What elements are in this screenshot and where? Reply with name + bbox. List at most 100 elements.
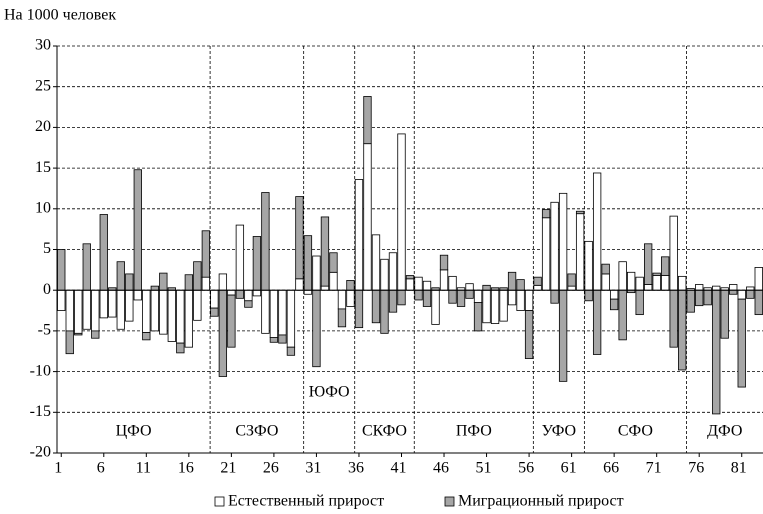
bar [142,332,151,341]
y-tick-label: -5 [38,322,51,339]
bar [354,179,364,291]
y-tick-label: -10 [30,362,51,379]
bar [269,289,279,338]
bar [176,289,185,344]
bar [473,289,483,303]
bar [524,289,534,311]
bar [533,284,542,291]
x-tick-label: 66 [603,460,619,477]
bar [65,289,74,332]
bar [507,289,517,306]
bar [201,230,211,278]
bar [57,249,66,291]
bar [592,172,602,291]
bar [541,217,551,291]
x-tick-label: 1 [54,460,62,477]
bar [737,298,746,388]
bar [380,289,389,334]
bar [490,289,500,324]
bar [261,192,270,291]
bar [609,298,619,311]
bar [329,271,338,291]
bar [754,267,763,291]
bar [329,252,338,273]
legend-label: Миграционный прирост [458,493,624,510]
group-label: ЮФО [309,384,350,401]
bar [695,289,704,307]
bar [678,275,687,291]
bar [91,330,100,339]
bar [150,289,159,332]
group-label: УФО [542,423,577,440]
bar [295,196,304,280]
bar [201,276,211,291]
bar [465,283,474,291]
bar [414,289,423,301]
bar [371,234,381,291]
bar [397,289,406,306]
bar [712,289,721,415]
bar [644,284,653,291]
bar [278,334,287,344]
bar [405,278,415,291]
bar [125,273,134,291]
bar [669,289,678,348]
bar [380,258,389,291]
bar [261,289,270,334]
bar [82,243,91,291]
bar [644,243,653,285]
bar [312,289,321,368]
bar [584,289,593,302]
bar [252,236,262,291]
bar [388,252,398,291]
bar [210,289,219,309]
bar [652,272,661,276]
bar [609,289,619,300]
bar [82,289,91,330]
bar [159,289,168,335]
bar [635,289,644,316]
bar [439,269,449,291]
bar [363,96,372,145]
bar [397,133,406,291]
group-label: СЗФО [235,423,278,440]
bar [286,346,296,356]
x-tick-label: 76 [688,460,704,477]
bar [516,289,525,311]
bar [184,289,193,348]
bar [754,289,763,316]
bar [184,274,193,291]
bar [133,169,142,291]
bar [439,254,449,271]
bar [746,289,755,299]
bar [669,215,678,291]
bar [303,289,313,295]
bar [312,255,321,291]
bar [278,289,287,336]
bar [431,289,440,325]
bar [618,261,627,291]
bar [635,276,644,291]
bar [550,289,559,304]
bar [159,272,168,291]
bar [661,275,670,291]
bar [150,285,159,291]
legend-swatch [444,496,455,507]
bar [414,276,423,291]
bar [550,201,559,291]
bar [244,300,253,308]
bar [448,289,457,304]
bar [99,289,108,319]
bar [337,289,347,310]
bar [737,289,746,300]
bar [227,294,236,348]
bar [286,289,296,348]
bar [507,271,517,291]
bar [686,289,695,313]
y-tick-label: 20 [35,118,51,135]
bar [57,289,66,311]
bar [592,289,602,355]
y-tick-label: -20 [30,444,51,461]
bar [584,240,593,291]
bar [627,271,636,291]
